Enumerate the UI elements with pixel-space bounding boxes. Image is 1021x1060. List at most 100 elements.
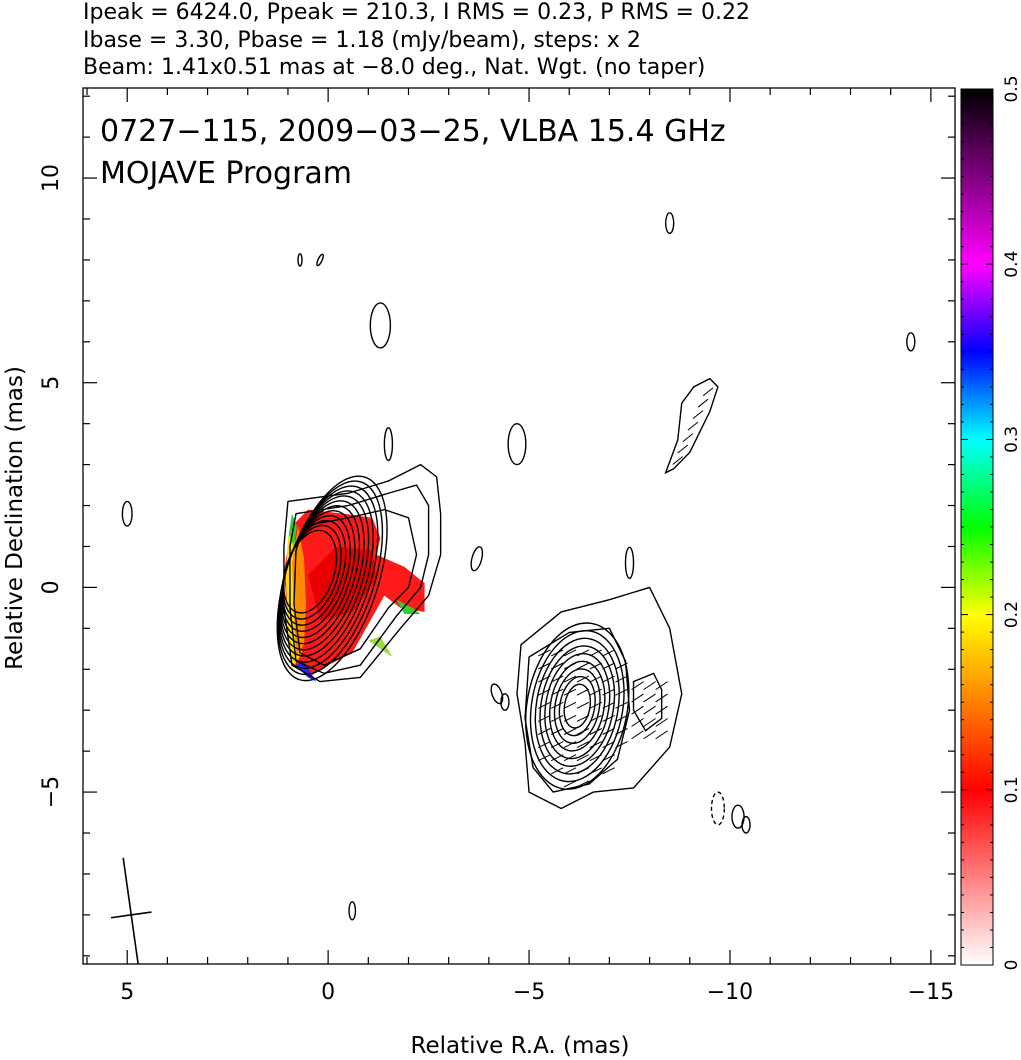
polarization-vector (602, 754, 615, 762)
map-layer (110, 212, 916, 964)
polarization-vector (692, 410, 704, 420)
jet-contour (283, 463, 442, 683)
polarization-vector (589, 649, 602, 657)
polarization-vector (643, 718, 656, 727)
y-tick-label: 10 (39, 164, 64, 192)
polarization-vector (576, 688, 590, 696)
knot-contour (553, 668, 601, 744)
header-line-1: Ipeak = 6424.0, Ppeak = 210.3, I RMS = 0… (83, 0, 750, 25)
polarization-vector (576, 767, 590, 775)
jet-contour (293, 508, 418, 666)
polarization-vector (589, 688, 602, 696)
polarization-vector (538, 714, 551, 722)
x-axis-label: Relative R.A. (mas) (411, 1033, 630, 1059)
polarization-vector (563, 701, 577, 709)
polarization-vector (602, 728, 615, 735)
x-tick-label: −10 (707, 980, 753, 1005)
jet-contour (289, 484, 430, 675)
polarization-vector (687, 421, 699, 431)
knot-contour (524, 627, 631, 793)
polarization-vector (677, 444, 689, 454)
polarization-vector (615, 701, 628, 709)
knot-contour (516, 586, 683, 810)
polarization-vector (643, 730, 656, 740)
plot-frame (82, 87, 956, 965)
polarization-vector (576, 649, 590, 657)
polarization-vector (563, 714, 577, 722)
polarization-vector (655, 718, 668, 727)
polarization-vector (643, 693, 656, 703)
colorbar (960, 88, 994, 966)
knot-contour (524, 622, 630, 790)
polarization-vector (576, 701, 590, 709)
polarization-vector (550, 767, 564, 775)
knot-contour (549, 660, 606, 752)
polarization-vector (563, 728, 577, 735)
colorbar-tick-label: 0.5 (1002, 75, 1021, 102)
noise-contour (731, 804, 745, 829)
polarization-vector (615, 662, 628, 670)
polarization-vector (615, 675, 628, 683)
polarization-patch (368, 636, 393, 657)
polarization-vector (538, 688, 551, 696)
polarization-vector (576, 741, 590, 749)
polarization-vector (672, 456, 684, 465)
noise-contour (500, 693, 510, 711)
polarization-vector (643, 705, 656, 715)
noise-contour (348, 901, 357, 921)
x-tick-label: −5 (513, 980, 545, 1005)
polarization-vector (615, 714, 628, 722)
polarization-vector (589, 728, 602, 735)
knot-contour (539, 645, 616, 767)
polarization-vector (563, 754, 577, 762)
polarization-vector (576, 754, 590, 762)
colorbar-tick-label: 0.2 (1002, 601, 1021, 628)
polarization-vector (631, 730, 644, 740)
polarization-patch (396, 599, 421, 615)
axis-ticks: 5 0 −5 −10 −15 −5 0 5 10 (39, 88, 955, 1005)
noise-contour (297, 253, 303, 267)
polarization-vector (550, 741, 564, 749)
polarization-vector (550, 649, 564, 657)
polarization-vector (550, 754, 564, 762)
noise-contour (369, 302, 392, 349)
polarization-vector (538, 741, 551, 749)
noise-contour (507, 422, 527, 466)
polarization-vector (550, 675, 564, 683)
polarization-vector (643, 681, 656, 691)
chart-title: 0727−115, 2009−03−25, VLBA 15.4 GHz (100, 114, 726, 149)
polarization-vector (697, 398, 709, 408)
polarization-vector (602, 675, 615, 683)
core-contour (282, 529, 338, 614)
polarization-vector (602, 741, 615, 749)
x-tick-label: 0 (321, 980, 335, 1005)
polarization-vector (550, 662, 564, 670)
polarization-vector (576, 780, 590, 788)
polarization-vector (563, 675, 577, 683)
noise-contour (316, 253, 324, 267)
polarization-vector (550, 728, 564, 735)
polarization-vector (602, 701, 615, 709)
polarization-vector (602, 714, 615, 722)
y-axis-label: Relative Declination (mas) (2, 366, 28, 670)
x-tick-label: −15 (908, 980, 954, 1005)
polarization-vector (631, 718, 644, 727)
noise-contour (906, 332, 916, 352)
polarization-vector (589, 754, 602, 762)
y-tick-label: 5 (39, 376, 64, 390)
polarization-vector (602, 662, 615, 670)
polarization-vector (615, 741, 628, 749)
header-line-2: Ibase = 3.30, Pbase = 1.18 (mJy/beam), s… (83, 28, 641, 53)
y-tick-label: 0 (39, 580, 64, 594)
polarization-vector (563, 688, 577, 696)
colorbar-ticks: 0 0.1 0.2 0.3 0.4 0.5 (961, 75, 1021, 970)
polarization-vector (589, 741, 602, 749)
knot-contour (558, 675, 596, 737)
polarization-vector (576, 728, 590, 735)
polarization-vector (563, 741, 577, 749)
knot-contour (529, 629, 625, 783)
noise-contour (121, 500, 133, 527)
polarization-vector (631, 705, 644, 715)
polarization-vector (550, 714, 564, 722)
colorbar-tick-label: 0.1 (1002, 776, 1021, 803)
